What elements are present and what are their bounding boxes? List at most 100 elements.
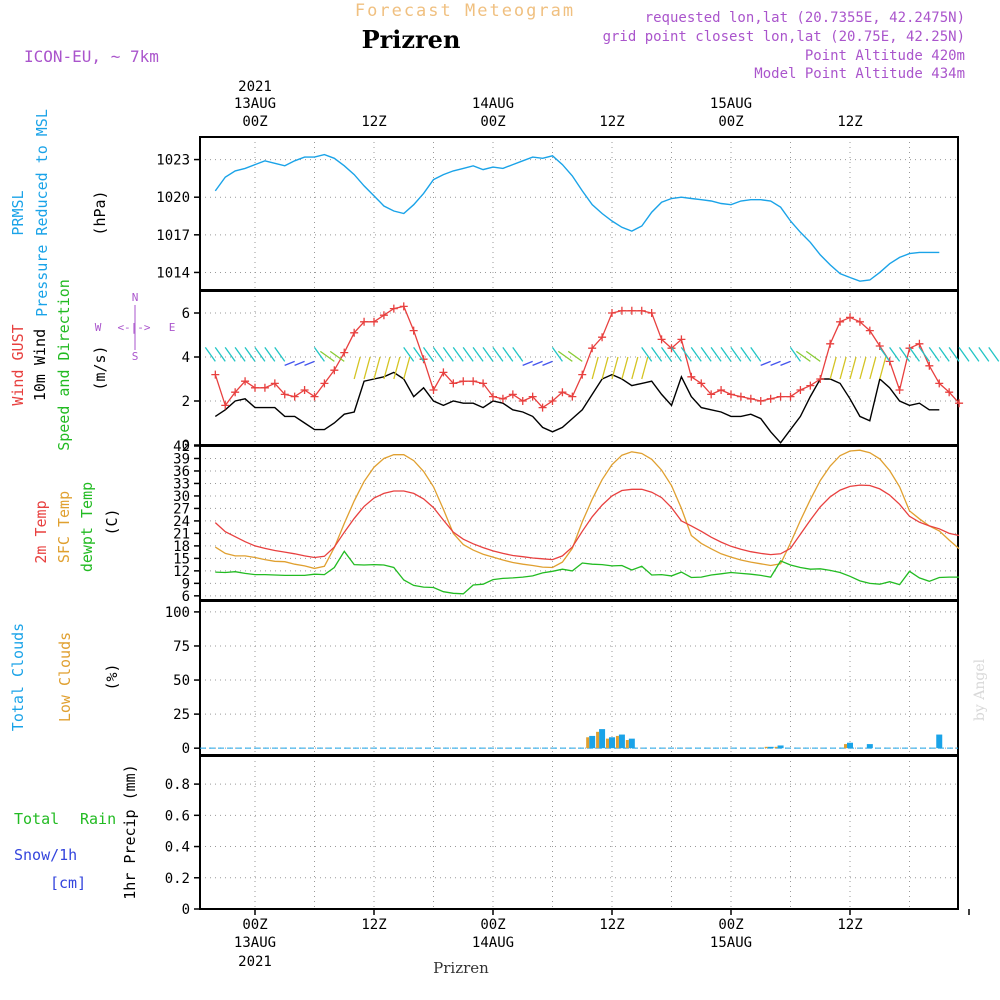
dewpt-line [215,550,960,595]
total-cloud-bar [589,735,596,749]
panel-4: 0 0.2 0.4 0.6 0.8 [165,755,959,918]
bottom-axis-label: 00Z [242,917,267,933]
gust-point [945,388,954,397]
wind-direction-arrow [631,356,639,380]
gust-point [270,379,279,388]
gust-point [568,392,577,401]
bottom-axis-label: 15AUG [710,935,752,951]
total-cloud-bar [628,738,635,749]
wind-direction-arrow [512,347,524,362]
y-tick-label: 18 [173,539,190,555]
y-tick-label: 1020 [156,190,190,206]
gust-point [627,306,636,315]
wind-direction-arrow [551,347,563,362]
wind-direction-arrow [839,356,847,380]
gust-point [588,344,597,353]
wind-direction-arrow [700,347,712,362]
wind-direction-arrow [422,347,435,362]
wind-direction-arrow [274,347,286,362]
wind-direction-arrow [670,347,682,362]
gust-point [915,339,924,348]
gust-point [657,335,666,344]
gust-point [707,390,716,399]
wind-speed-line [214,371,940,444]
top-axis-label: 14AUG [472,96,514,112]
wind-direction-arrow [641,347,653,362]
gust-point [330,366,339,375]
y-tick-label: 42 [173,439,190,455]
wind-direction-arrow [918,347,930,362]
y-tick-label: 2 [182,394,190,410]
wind-direction-arrow [770,360,781,367]
bottom-time-axis: 00Z 13AUG 2021 12Z 00Z 14AUG 12Z 00Z 15AUG 12Z [234,917,863,970]
gust-point [935,379,944,388]
wind-direction-arrow [567,350,583,362]
top-axis-label: 12Z [599,114,624,130]
bottom-axis-label: 12Z [599,917,624,933]
panel-frame [199,290,959,446]
gust-point [518,397,527,405]
gust-point [836,317,845,326]
dewpt-label: dewpt Temp [78,482,96,572]
temp-2m-label: 2m Temp [32,500,50,563]
wind-direction-arrow [978,347,990,362]
gust-point [756,397,765,405]
wind-direction-arrow [908,347,920,362]
gust-point [875,342,884,350]
gust-point [459,377,468,386]
wind-direction-arrow [403,356,411,380]
gust-point [776,392,785,401]
y-tick-label: 1023 [156,153,190,169]
model-label: ICON-EU, ~ 7km [24,47,159,66]
bottom-axis-label: 12Z [361,917,386,933]
wind-direction-arrow [958,347,970,362]
y-tick-label: 0 [182,902,190,918]
top-axis-label: 00Z [242,114,267,130]
y-tick-label: 1014 [156,265,190,281]
wind-direction-arrow [938,347,950,362]
low-cloud-bar [606,738,609,749]
gust-point [290,392,299,401]
wind-direction-arrow [472,347,484,362]
chart-subtitle: Forecast Meteogram [355,1,575,21]
wind-direction-arrow [353,356,361,380]
wind-direction-arrow [898,347,911,362]
gust-point [746,394,755,403]
wind-direction-arrow [304,360,315,367]
y-tick-label: 39 [173,451,190,467]
wind-direction-arrow [432,347,444,362]
gust-point [251,383,259,392]
wind-direction-arrow [462,347,474,362]
y-tick-label: 1017 [156,228,190,244]
y-tick-label: 36 [173,464,190,480]
compass-north: N [132,291,139,304]
wind-direction-arrow [641,356,649,380]
gust-point [846,313,854,322]
gust-point [558,388,567,397]
y-tick-label: 21 [173,526,190,542]
pressure-unit: (hPa) [91,190,109,235]
wind-direction-arrow [234,347,246,362]
gust-point [955,399,964,408]
gust-point [677,335,686,344]
wind-direction-label: Speed and Direction [55,279,73,451]
wind-direction-arrow [393,356,401,380]
y-tick-label: 50 [173,673,190,689]
sfc-temp-line [214,449,960,570]
wind-direction-arrow [621,356,629,380]
clouds-unit: (%) [103,663,121,690]
gust-point [280,390,289,399]
panel-3: 0 25 50 75 100 [165,600,959,757]
wind-direction-arrow [611,356,619,380]
gust-point [697,379,706,388]
top-axis-label: 15AUG [710,96,752,112]
wind-direction-arrow [264,347,276,362]
gust-point [498,394,507,403]
panel-frame [199,136,959,291]
gust-point [885,357,894,366]
gust-point [925,361,934,370]
low-clouds-label: Low Clouds [56,632,74,722]
gust-point [439,368,448,377]
gust-point [717,386,726,394]
wind-direction-arrow [660,347,673,362]
